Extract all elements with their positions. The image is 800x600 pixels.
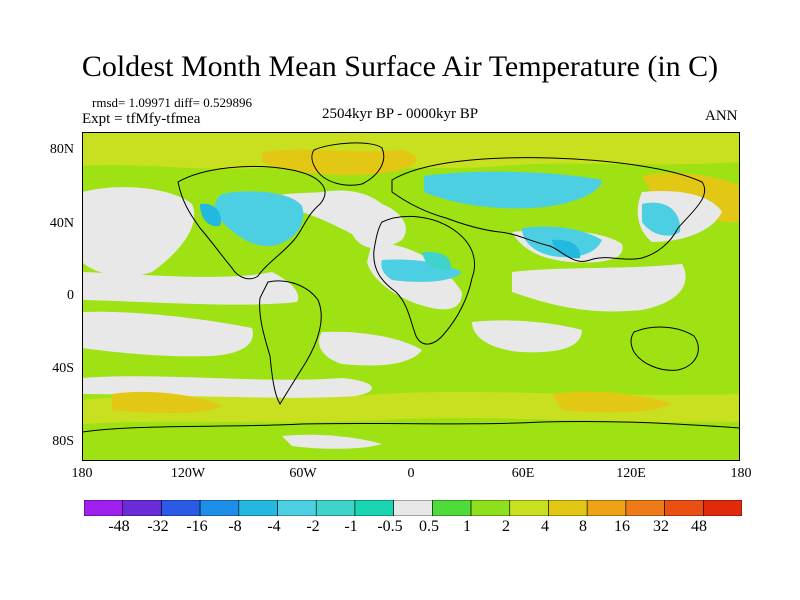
- continent-outlines: [82, 142, 740, 433]
- antarctica-outline: [82, 420, 740, 433]
- arabia-cool: [422, 251, 451, 271]
- north-america-outline: [177, 165, 326, 280]
- colorbar-swatch: [625, 500, 665, 516]
- colorbar-label: -0.5: [377, 518, 403, 535]
- east-asia-cool: [642, 202, 681, 236]
- south-indian-neutral: [472, 320, 582, 353]
- south-america-outline: [259, 280, 322, 405]
- arctic-warmer-patch: [262, 149, 417, 176]
- colorbar-label: -8: [228, 518, 242, 535]
- colorbar-label: 48: [691, 518, 707, 535]
- colorbar-swatch: [354, 500, 394, 516]
- colorbar-label: -32: [147, 518, 169, 535]
- eurasia-outline: [391, 157, 706, 262]
- colorbar-label: -1: [344, 518, 358, 535]
- africa-outline: [373, 216, 476, 345]
- ross-warm-patch: [112, 391, 222, 414]
- colorbar-label: 8: [579, 518, 587, 535]
- colorbar-swatch: [315, 500, 356, 516]
- experiment-label: Expt = tfMfy-tfmea: [82, 111, 201, 127]
- map-title: Coldest Month Mean Surface Air Temperatu…: [81, 50, 719, 83]
- colorbar-swatch: [161, 500, 201, 516]
- colorbar-swatch: [393, 500, 433, 516]
- colorbar-swatch: [84, 500, 124, 516]
- lat-label-40n: 40N: [49, 216, 74, 231]
- season-label: ANN: [705, 108, 738, 124]
- colorbar-label: -48: [108, 518, 130, 535]
- lat-label-80n: 80N: [49, 142, 74, 157]
- colorbar-swatch: [586, 500, 627, 516]
- temperature-map: [82, 132, 740, 461]
- period-label: 2504kyr BP - 0000kyr BP: [322, 106, 479, 122]
- colorbar-swatch: [432, 500, 472, 516]
- lon-label-120e: 120E: [616, 466, 646, 481]
- rockies-cool-patch: [200, 203, 221, 227]
- colorbar-swatch: [664, 500, 704, 516]
- colorbar-label: 32: [653, 518, 669, 535]
- ne-pacific-neutral: [82, 187, 195, 277]
- lon-label-180e: 180: [730, 466, 752, 481]
- india-cool-patch: [552, 239, 581, 259]
- south-pacific-neutral: [82, 311, 253, 357]
- north-america-cool: [214, 191, 304, 247]
- colorbar-label: 2: [502, 518, 510, 535]
- rmsd-diff-stats: rmsd= 1.09971 diff= 0.529896: [92, 95, 252, 110]
- south-atlantic-neutral: [318, 331, 422, 366]
- lon-label-60w: 60W: [289, 466, 317, 481]
- colorbar-label: 4: [541, 518, 549, 535]
- colorbar-swatch: [470, 500, 511, 516]
- lon-label-120w: 120W: [170, 466, 206, 481]
- colorbar-label: 1: [463, 518, 471, 535]
- colorbar-swatch: [277, 500, 317, 516]
- eurasia-cool: [424, 171, 602, 209]
- indian-ocean-neutral: [512, 264, 686, 312]
- arctic-warm-band: [82, 132, 740, 169]
- lon-label-180w: 180: [71, 466, 93, 481]
- colorbar-swatch: [548, 500, 588, 516]
- lat-label-40s: 40S: [52, 361, 74, 376]
- colorbar-swatch: [702, 500, 742, 516]
- colorbar-swatch: [509, 500, 549, 516]
- lat-label-0: 0: [67, 288, 74, 303]
- colorbar-swatch: [122, 500, 162, 516]
- weddell-warm-patch: [552, 391, 672, 413]
- colorbar-swatch: [238, 500, 278, 516]
- colorbar-label: -4: [267, 518, 281, 535]
- colorbar: [84, 500, 742, 516]
- colorbar-label: -2: [306, 518, 320, 535]
- antarctic-neutral-patch: [282, 434, 382, 449]
- map-frame: [82, 132, 740, 461]
- colorbar-label: 0.5: [419, 518, 439, 535]
- equatorial-pacific-neutral: [82, 272, 299, 305]
- lon-label-0: 0: [407, 466, 415, 481]
- lon-label-60e: 60E: [511, 466, 535, 481]
- colorbar-swatch: [199, 500, 240, 516]
- colorbar-label: 16: [614, 518, 630, 535]
- australia-outline: [630, 326, 699, 371]
- lat-label-80s: 80S: [52, 434, 74, 449]
- greenland-outline: [311, 142, 385, 186]
- colorbar-label: -16: [186, 518, 208, 535]
